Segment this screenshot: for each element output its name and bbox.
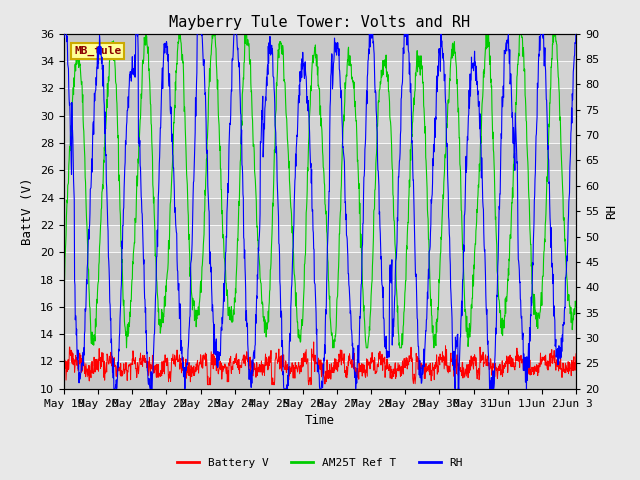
Text: MB_tule: MB_tule	[74, 46, 122, 56]
Bar	[64, 198, 576, 225]
Bar	[64, 361, 576, 389]
Bar	[64, 34, 576, 61]
Bar	[64, 143, 576, 170]
Bar	[64, 307, 576, 334]
Legend: Battery V, AM25T Ref T, RH: Battery V, AM25T Ref T, RH	[172, 453, 468, 472]
Y-axis label: RH: RH	[605, 204, 618, 219]
Title: Mayberry Tule Tower: Volts and RH: Mayberry Tule Tower: Volts and RH	[170, 15, 470, 30]
Bar	[64, 252, 576, 279]
X-axis label: Time: Time	[305, 414, 335, 427]
Bar	[64, 88, 576, 116]
Y-axis label: BattV (V): BattV (V)	[22, 178, 35, 245]
